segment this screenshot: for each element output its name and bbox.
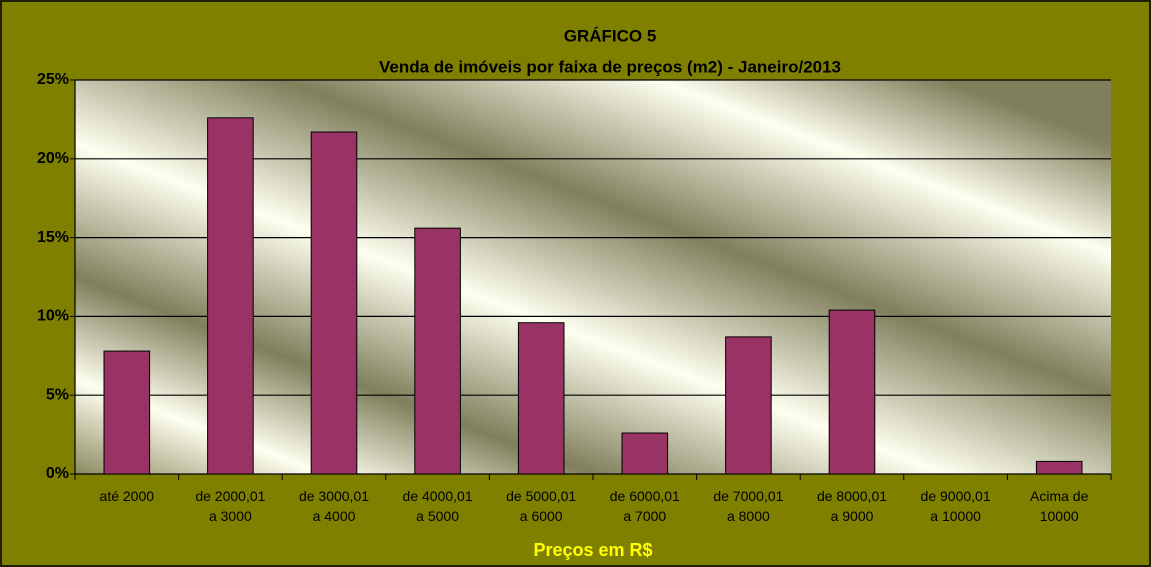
y-tick-label: 15% (37, 229, 69, 246)
y-tick-label: 5% (46, 386, 69, 403)
y-tick-label: 25% (37, 71, 69, 88)
bar (621, 432, 669, 475)
y-tick-label: 0% (46, 465, 69, 482)
x-tick-label: Acima de 10000 (1030, 488, 1089, 524)
bar (828, 309, 876, 475)
bar (310, 131, 358, 475)
bar (725, 336, 772, 475)
x-tick-label: de 2000,01 a 3000 (195, 488, 266, 524)
x-tick-label: de 9000,01 a 10000 (920, 488, 991, 524)
x-tick-label: de 7000,01 a 8000 (713, 488, 784, 524)
x-tick-label: de 6000,01 a 7000 (609, 488, 680, 524)
x-tick-label: de 8000,01 a 9000 (816, 488, 888, 524)
x-axis-title: Preços em R$ (533, 540, 652, 560)
x-tick-label: de 3000,01 a 4000 (298, 488, 370, 524)
chart-subtitle: Venda de imóveis por faixa de preços (m2… (379, 57, 841, 76)
bar (103, 350, 151, 475)
y-tick-label: 10% (37, 308, 69, 325)
x-tick-label: até 2000 (99, 488, 155, 504)
y-tick-label: 20% (37, 150, 69, 167)
chart-title: GRÁFICO 5 (564, 26, 657, 45)
x-tick-label: de 5000,01 a 6000 (506, 488, 577, 524)
bar (414, 227, 461, 475)
bar (517, 322, 565, 475)
bar (1035, 460, 1083, 475)
bar (207, 117, 254, 475)
x-tick-label: de 4000,01 a 5000 (402, 488, 473, 524)
